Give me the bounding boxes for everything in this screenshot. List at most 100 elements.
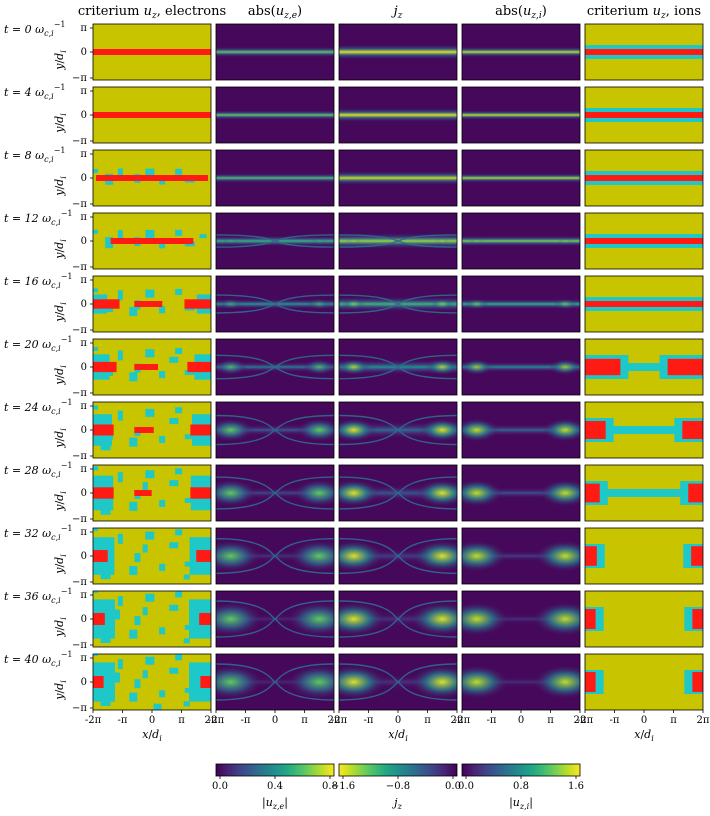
- panel-frame: [338, 23, 458, 81]
- island-spot: [533, 665, 580, 699]
- column-title-crit_e: criterium uz, electrons: [78, 4, 226, 21]
- criterium-mixed-patch: [129, 629, 138, 639]
- panel-frame: [215, 338, 335, 396]
- criterium-mixed-patch: [93, 466, 98, 471]
- panel-frame: [584, 527, 704, 585]
- island-spot: [416, 479, 457, 507]
- separatrix-arc: [216, 366, 334, 380]
- criterium-mixed-patch: [145, 656, 155, 665]
- criterium-core-island: [93, 361, 117, 373]
- criterium-mixed-patch: [129, 437, 138, 447]
- panel-crit_e-t8: [92, 149, 212, 207]
- criterium-mixed-patch: [93, 288, 98, 293]
- panel-abs_uzi-t4: [461, 86, 581, 144]
- current-sheet: [216, 46, 334, 58]
- criterium-mixed-patch: [169, 356, 179, 363]
- criterium-mixed-patch: [129, 692, 138, 702]
- island-spot: [307, 298, 331, 310]
- panel-abs_uze-t32: [215, 527, 335, 585]
- criterium-mixed-patch: [175, 288, 183, 295]
- panel-crit_i-t8: [584, 149, 704, 207]
- x-tick-label: -π: [364, 715, 374, 726]
- panel-frame: [215, 212, 335, 270]
- criterium-core-island: [190, 487, 211, 499]
- panel-frame: [461, 23, 581, 81]
- row-labels: t = 0 ωc,i−1 y/di π 0 −π t = 4 ωc,i−1 y/di π 0 −π…: [4, 20, 93, 714]
- separatrix-arc: [216, 303, 334, 314]
- panel-abs_uze-t12: [215, 212, 335, 270]
- current-sheet: [339, 170, 457, 186]
- column-titles: criterium uz, electrons abs(uz,e) jz abs(uz…: [78, 4, 701, 21]
- panel-frame: [215, 590, 335, 648]
- panel-jz-t40: [338, 653, 458, 711]
- island-spot: [339, 358, 371, 376]
- panel-frame: [461, 86, 581, 144]
- criterium-mixed-band: [585, 426, 703, 434]
- criterium-mixed-patch: [145, 593, 155, 602]
- criterium-mixed-patch: [117, 410, 123, 421]
- criterium-mixed-patch: [184, 369, 195, 375]
- y-tick-label: 0: [81, 614, 87, 625]
- panel-grid: [92, 23, 704, 711]
- panel-frame: [338, 212, 458, 270]
- current-sheet: [462, 235, 580, 247]
- panel-frame: [584, 86, 704, 144]
- panel-jz-t24: [338, 401, 458, 459]
- criterium-mixed-band: [585, 489, 703, 497]
- current-sheet: [462, 109, 580, 121]
- island-spot: [419, 418, 457, 442]
- island-spot: [311, 237, 328, 245]
- y-tick-label: −π: [72, 640, 87, 651]
- current-sheet: [216, 172, 334, 184]
- island-spot: [462, 665, 509, 699]
- separatrix-arc: [216, 240, 334, 248]
- criterium-mixed-patch: [134, 679, 141, 689]
- panel-frame: [461, 275, 581, 333]
- column-title-jz: jz: [391, 4, 403, 21]
- y-tick-label: 0: [81, 110, 87, 121]
- criterium-mixed-patch: [159, 435, 166, 443]
- separatrix-arc: [339, 303, 457, 314]
- panel-frame: [215, 401, 335, 459]
- island-spot: [535, 540, 580, 572]
- criterium-mixed-patch: [159, 563, 166, 571]
- criterium-mixed-patch: [93, 168, 98, 173]
- island-spot: [219, 298, 243, 310]
- y-axis-label: y/di: [53, 617, 68, 638]
- colorbar-tick-label: 0.8: [322, 781, 338, 792]
- criterium-mixed-patch: [184, 434, 195, 440]
- separatrix-arc: [216, 618, 334, 638]
- x-tick-label: π: [670, 715, 677, 726]
- x-tick-label: π: [547, 715, 554, 726]
- criterium-core-island: [682, 421, 703, 439]
- panel-frame: [584, 464, 704, 522]
- column-title-crit_i: criterium uz, ions: [587, 4, 701, 21]
- panel-abs_uze-t36: [215, 590, 335, 648]
- island-spot: [410, 602, 457, 636]
- colorbar-tick-label: 0.0: [445, 781, 461, 792]
- criterium-mixed-patch: [159, 690, 166, 698]
- separatrix-arc: [339, 429, 457, 446]
- criterium-mixed-patch: [169, 418, 179, 424]
- criterium-mixed-patch: [129, 501, 138, 511]
- criterium-mixed-patch: [169, 480, 179, 487]
- island-spot: [339, 418, 377, 442]
- criterium-core-band: [110, 238, 194, 244]
- y-tick-label: 0: [81, 362, 87, 373]
- panel-crit_i-t16: [584, 275, 704, 333]
- criterium-core-island: [688, 483, 703, 503]
- panel-crit_i-t36: [584, 590, 704, 648]
- panel-abs_uzi-t24: [461, 401, 581, 459]
- colorbar-1: [338, 763, 458, 777]
- colorbar-label: |uz,e|: [262, 796, 288, 811]
- panel-frame: [584, 401, 704, 459]
- criterium-mixed-patch: [169, 667, 179, 674]
- island-spot: [533, 602, 580, 636]
- criterium-mixed-patch: [145, 168, 155, 177]
- criterium-core-island: [200, 676, 211, 688]
- y-tick-label: −π: [72, 136, 87, 147]
- criterium-core-island: [585, 609, 596, 629]
- criterium-mixed-patch: [183, 574, 190, 580]
- criterium-mixed-patch: [159, 627, 166, 635]
